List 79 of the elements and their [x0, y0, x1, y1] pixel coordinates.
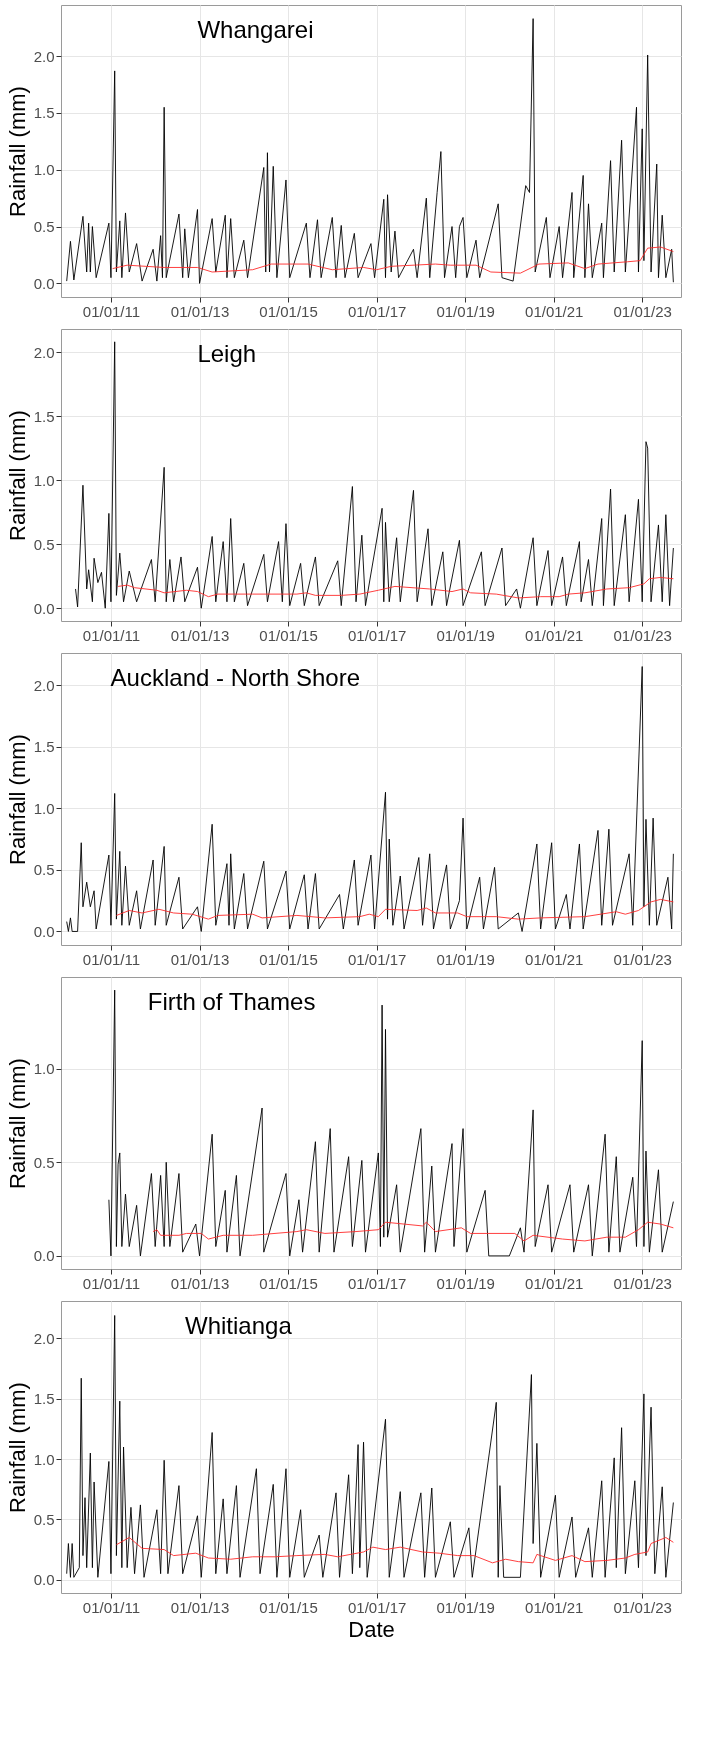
y-tick-label: 0.5 [33, 861, 55, 879]
x-tick-label: 01/01/17 [347, 950, 407, 968]
y-tick-label: 1.0 [33, 471, 55, 489]
x-tick-label: 01/01/23 [613, 302, 672, 320]
y-tick-label: 2.0 [33, 676, 55, 694]
x-axis-title: Date [348, 1616, 395, 1642]
x-tick-label: 01/01/13 [170, 950, 230, 968]
line-series [115, 1537, 674, 1564]
line-series [108, 989, 674, 1257]
x-tick-label: 01/01/13 [170, 1274, 230, 1292]
x-tick-label: 01/01/17 [347, 1598, 407, 1616]
y-tick-label: 1.5 [33, 104, 55, 122]
x-tick-label: 01/01/13 [170, 302, 230, 320]
text: Leigh [197, 340, 257, 367]
y-tick-label: 0.0 [33, 922, 55, 940]
y-tick-label: 2.0 [33, 47, 55, 65]
x-tick-label: 01/01/21 [525, 1274, 584, 1292]
x-tick-label: 01/01/19 [436, 302, 495, 320]
x-tick-label: 01/01/23 [613, 1598, 672, 1616]
x-tick-label: 01/01/19 [436, 1274, 495, 1292]
line-series [112, 246, 674, 274]
text: Whitianga [185, 1312, 293, 1339]
y-tick-label: 2.0 [33, 1329, 55, 1347]
y-axis-title: Rainfall (mm) [4, 410, 30, 541]
x-tick-label: 01/01/15 [259, 1274, 318, 1292]
y-tick-label: 2.0 [33, 343, 55, 361]
x-tick-label: 01/01/15 [259, 950, 318, 968]
y-tick-label: 1.0 [33, 1450, 55, 1468]
chart-title: Firth of Thames [147, 988, 316, 1015]
x-tick-label: 01/01/19 [436, 626, 495, 644]
x-tick-label: 01/01/21 [525, 1598, 584, 1616]
y-axis-title: Rainfall (mm) [4, 1058, 30, 1189]
y-tick-label: 0.0 [33, 1571, 55, 1589]
x-tick-label: 01/01/15 [259, 1598, 318, 1616]
y-axis-title: Rainfall (mm) [4, 734, 30, 865]
x-tick-label: 01/01/17 [347, 302, 407, 320]
x-tick-label: 01/01/21 [525, 950, 584, 968]
line-series [66, 1315, 674, 1578]
y-tick-label: 1.5 [33, 407, 55, 425]
x-tick-label: 01/01/17 [347, 1274, 407, 1292]
x-tick-label: 01/01/19 [436, 950, 495, 968]
line-series [66, 666, 674, 932]
x-tick-label: 01/01/15 [259, 302, 318, 320]
y-tick-label: 0.0 [33, 274, 55, 292]
x-tick-label: 01/01/23 [613, 626, 672, 644]
x-tick-label: 01/01/21 [525, 626, 584, 644]
line-series [115, 898, 674, 920]
y-axis-title: Rainfall (mm) [4, 1382, 30, 1513]
line-series [75, 341, 674, 609]
y-tick-label: 1.0 [33, 1060, 55, 1078]
line-series [152, 1221, 674, 1242]
y-tick-label: 0.5 [33, 535, 55, 553]
y-tick-label: 0.5 [33, 218, 55, 236]
x-tick-label: 01/01/23 [613, 1274, 672, 1292]
y-tick-label: 1.0 [33, 161, 55, 179]
chart-title: Auckland - North Shore [110, 664, 361, 691]
x-tick-label: 01/01/13 [170, 1598, 230, 1616]
x-tick-label: 01/01/15 [259, 626, 318, 644]
y-tick-label: 0.0 [33, 1247, 55, 1265]
x-tick-label: 01/01/13 [170, 626, 230, 644]
x-tick-label: 01/01/11 [82, 1274, 141, 1292]
x-tick-label: 01/01/21 [525, 302, 584, 320]
y-axis-title: Rainfall (mm) [4, 86, 30, 217]
x-tick-label: 01/01/11 [82, 302, 141, 320]
x-tick-label: 01/01/11 [82, 626, 141, 644]
y-tick-label: 1.0 [33, 799, 55, 817]
y-tick-label: 1.5 [33, 738, 55, 756]
chart-title: Whangarei [197, 16, 314, 43]
y-tick-label: 0.5 [33, 1510, 55, 1528]
line-series [117, 577, 674, 599]
line-series [66, 18, 674, 284]
y-tick-label: 0.5 [33, 1153, 55, 1171]
x-tick-label: 01/01/17 [347, 626, 407, 644]
x-tick-label: 01/01/11 [82, 1598, 141, 1616]
x-tick-label: 01/01/19 [436, 1598, 495, 1616]
y-tick-label: 1.5 [33, 1390, 55, 1408]
y-tick-label: 0.0 [33, 599, 55, 617]
x-tick-label: 01/01/11 [82, 950, 141, 968]
x-tick-label: 01/01/23 [613, 950, 672, 968]
